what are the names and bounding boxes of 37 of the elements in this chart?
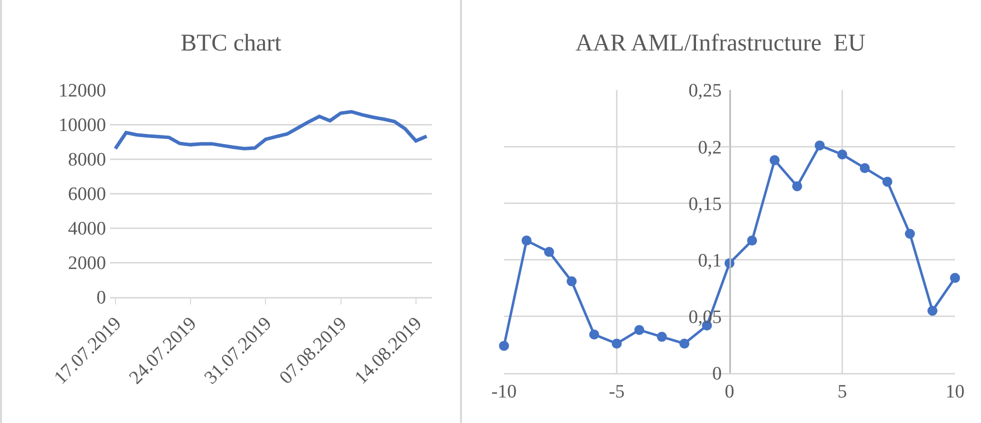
point [770,155,780,166]
y-tick-label: 0 [96,288,106,309]
y-tick-label: 12000 [58,80,106,102]
line-series [114,110,428,150]
y-tick-label: 4000 [68,218,106,240]
x-tick-label: 10 [946,381,964,402]
point [837,150,848,160]
y-tick-label: 0,25 [688,80,722,102]
point [499,340,509,351]
point [814,140,825,150]
y-tick-label: 0,2 [698,137,722,158]
point [860,163,870,174]
point [656,332,667,342]
point [679,338,690,349]
y-tick-label: 2000 [68,253,106,274]
point [544,246,554,257]
point [927,306,938,316]
point [612,338,622,349]
point [950,272,960,283]
y-tick-label: 8000 [68,150,106,171]
point [566,276,577,286]
x-tick-label: 5 [838,381,847,402]
x-tick-label: -5 [608,381,625,402]
point [882,176,892,187]
y-tick-label: 0,1 [698,250,722,272]
y-tick-label: 0,15 [688,194,722,215]
chart-title: AAR AML/Infrastructure EU [576,30,866,57]
y-tick-label: 10000 [58,115,106,136]
point [522,236,532,246]
point [634,324,644,335]
point [904,228,915,239]
point [589,330,600,340]
x-tick-label: -10 [491,381,517,402]
point [747,236,758,246]
y-tick-label: 6000 [68,184,106,206]
chart-title: BTC chart [180,30,282,57]
point [792,181,802,192]
